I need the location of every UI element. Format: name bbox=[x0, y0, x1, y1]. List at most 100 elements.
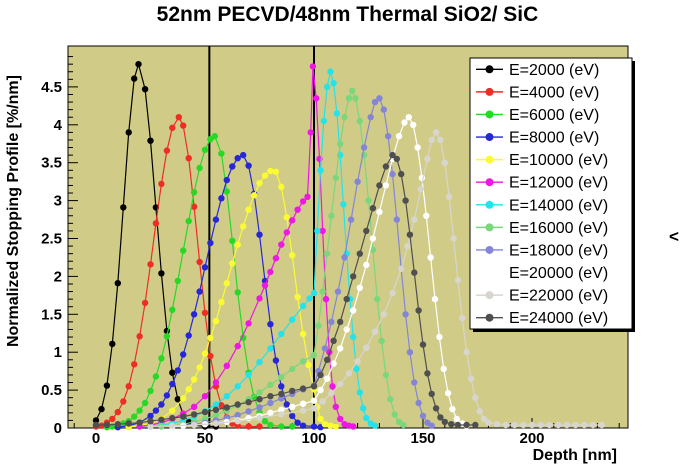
data-point bbox=[180, 247, 187, 254]
data-point bbox=[283, 401, 290, 408]
x-tick-label: 50 bbox=[197, 430, 214, 447]
legend-box bbox=[469, 57, 633, 330]
data-point bbox=[485, 419, 492, 426]
legend-marker bbox=[485, 133, 494, 142]
data-point bbox=[185, 155, 192, 162]
data-point bbox=[267, 321, 274, 328]
data-point bbox=[414, 144, 421, 151]
data-point bbox=[453, 415, 460, 423]
data-point bbox=[389, 151, 396, 159]
data-point bbox=[363, 261, 370, 269]
data-point bbox=[444, 389, 452, 397]
data-point bbox=[337, 345, 344, 352]
data-point bbox=[234, 401, 241, 408]
data-point bbox=[406, 231, 414, 238]
data-point bbox=[480, 415, 488, 423]
data-point bbox=[382, 163, 390, 170]
data-point bbox=[201, 393, 209, 400]
data-point bbox=[267, 409, 274, 416]
data-point bbox=[332, 423, 339, 430]
data-point bbox=[356, 250, 363, 257]
data-point bbox=[180, 395, 187, 402]
data-point bbox=[152, 407, 160, 414]
data-point bbox=[402, 197, 409, 204]
data-point bbox=[520, 421, 527, 429]
data-point bbox=[114, 421, 122, 428]
data-point bbox=[256, 414, 263, 422]
data-point bbox=[267, 399, 274, 407]
data-point bbox=[245, 399, 252, 406]
data-point bbox=[350, 423, 357, 430]
data-point bbox=[299, 407, 307, 414]
data-point bbox=[411, 269, 418, 276]
data-point bbox=[424, 155, 431, 163]
data-point bbox=[201, 350, 209, 357]
data-point bbox=[323, 375, 331, 382]
data-point bbox=[131, 75, 138, 82]
data-point bbox=[402, 311, 409, 318]
data-point bbox=[406, 349, 414, 356]
data-point bbox=[528, 421, 536, 429]
data-point bbox=[245, 206, 252, 213]
data-point bbox=[147, 412, 154, 420]
legend-marker bbox=[485, 178, 494, 187]
data-point bbox=[332, 403, 339, 410]
legend-marker bbox=[485, 155, 494, 164]
data-point bbox=[185, 386, 192, 393]
data-point bbox=[223, 404, 230, 411]
data-point bbox=[309, 63, 317, 70]
data-point bbox=[294, 419, 301, 426]
legend-marker bbox=[485, 313, 494, 322]
data-point bbox=[459, 314, 466, 322]
data-point bbox=[163, 333, 171, 340]
data-point bbox=[428, 422, 435, 429]
data-point bbox=[190, 311, 198, 318]
data-point bbox=[234, 383, 241, 390]
data-point bbox=[180, 413, 187, 420]
data-point bbox=[354, 178, 361, 185]
data-point bbox=[125, 420, 132, 427]
legend-marker bbox=[485, 223, 494, 232]
data-point bbox=[323, 250, 331, 257]
data-point bbox=[103, 421, 111, 429]
data-point bbox=[212, 317, 220, 325]
data-point bbox=[125, 129, 132, 136]
data-point bbox=[337, 415, 344, 423]
data-point bbox=[389, 289, 396, 297]
data-point bbox=[415, 307, 422, 314]
x-tick-label: 0 bbox=[92, 430, 100, 447]
data-point bbox=[350, 273, 357, 280]
data-point bbox=[299, 302, 307, 310]
data-point bbox=[201, 264, 209, 271]
data-point bbox=[319, 288, 326, 295]
data-point bbox=[240, 334, 247, 341]
data-point bbox=[419, 341, 427, 348]
legend-entry-label: E=20000 (eV) bbox=[509, 265, 608, 282]
data-point bbox=[367, 114, 374, 121]
legend-entry-label: E=16000 (eV) bbox=[509, 220, 608, 237]
data-point bbox=[376, 182, 383, 189]
data-point bbox=[511, 421, 518, 429]
data-point bbox=[328, 318, 335, 326]
data-point bbox=[147, 261, 154, 268]
data-point bbox=[299, 422, 307, 429]
data-point bbox=[190, 203, 198, 210]
data-point bbox=[410, 121, 417, 128]
data-point bbox=[310, 383, 318, 390]
data-point bbox=[428, 136, 435, 144]
data-point bbox=[415, 399, 422, 407]
data-point bbox=[289, 217, 296, 224]
data-point bbox=[250, 192, 258, 199]
data-point bbox=[387, 396, 394, 403]
data-point bbox=[581, 421, 588, 429]
data-point bbox=[174, 396, 181, 403]
data-point bbox=[289, 387, 296, 395]
data-point bbox=[278, 390, 285, 398]
data-point bbox=[163, 392, 171, 399]
data-point bbox=[323, 83, 331, 91]
data-point bbox=[299, 330, 307, 338]
data-point bbox=[190, 421, 198, 429]
y-tick-label: 3 bbox=[54, 193, 62, 210]
data-point bbox=[317, 386, 324, 394]
data-point bbox=[272, 255, 280, 262]
